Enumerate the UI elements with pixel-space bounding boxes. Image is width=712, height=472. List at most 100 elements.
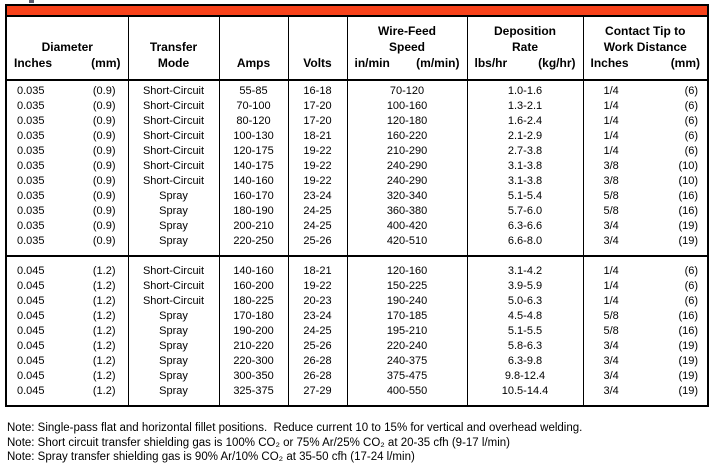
cell-contact-tip-distance: 3/4 (19): [582, 234, 709, 256]
tip-mm-value: (19): [678, 370, 699, 382]
cell-deposition-rate: 1.0-1.6: [466, 80, 584, 99]
cell-amps: 160-170: [218, 189, 289, 204]
cell-volts: 25-26: [287, 339, 348, 354]
table-header-row: Diameter Inches (mm) Transfer Mode Amps …: [5, 16, 709, 81]
cell-wire-feed-speed: 100-160: [346, 99, 468, 114]
diameter-inches-value: 0.035: [17, 220, 45, 232]
col-header-wire-feed-speed: Wire-Feed Speed in/min (m/min): [346, 16, 468, 81]
diameter-mm-value: (1.2): [92, 385, 116, 397]
table-row: 0.045 (1.2) Spray 190-200 24-25 195-210 5.1-5.…: [5, 324, 709, 339]
cell-contact-tip-distance: 3/4 (19): [582, 219, 709, 234]
cell-deposition-rate: 6.3-9.8: [466, 354, 584, 369]
diameter-inches-value: 0.035: [17, 175, 45, 187]
cell-amps: 220-300: [218, 354, 289, 369]
col-header-amps: Amps: [218, 16, 289, 81]
diameter-inches-value: 0.045: [17, 355, 45, 367]
cell-transfer-mode: Short-Circuit: [127, 129, 220, 144]
deposition-unit-kghr: (kg/hr): [538, 56, 576, 70]
cell-diameter: 0.045 (1.2): [5, 354, 129, 369]
cell-contact-tip-distance: 5/8 (16): [582, 204, 709, 219]
tip-inches-value: 5/8: [603, 310, 619, 322]
diameter-mm-value: (1.2): [92, 370, 116, 382]
diameter-mm-value: (0.9): [92, 160, 116, 172]
cell-contact-tip-distance: 3/4 (19): [582, 354, 709, 369]
diameter-mm-value: (1.2): [92, 265, 116, 277]
tip-inches-value: 1/4: [603, 100, 619, 112]
cell-volts: 17-20: [287, 99, 348, 114]
cell-transfer-mode: Spray: [127, 324, 220, 339]
cell-amps: 210-220: [218, 339, 289, 354]
cell-volts: 27-29: [287, 384, 348, 406]
cell-wire-feed-speed: 240-375: [346, 354, 468, 369]
diameter-inches-value: 0.045: [17, 340, 45, 352]
cell-diameter: 0.045 (1.2): [5, 324, 129, 339]
diameter-inches-value: 0.035: [17, 115, 45, 127]
cell-diameter: 0.035 (0.9): [5, 219, 129, 234]
diameter-mm-value: (0.9): [92, 220, 116, 232]
table-row: 0.035 (0.9) Spray 180-190 24-25 360-380 5.7-6.…: [5, 204, 709, 219]
diameter-mm-value: (0.9): [92, 130, 116, 142]
tip-inches-value: 3/4: [603, 355, 619, 367]
table-row: 0.045 (1.2) Short-Circuit 140-160 18-21 120-1…: [5, 256, 709, 279]
cell-transfer-mode: Short-Circuit: [127, 99, 220, 114]
cell-contact-tip-distance: 3/8 (10): [582, 174, 709, 189]
diameter-inches-value: 0.035: [17, 235, 45, 247]
note-line: Note: Single-pass flat and horizontal fi…: [7, 422, 583, 434]
diameter-mm-value: (0.9): [92, 85, 116, 97]
cell-amps: 100-130: [218, 129, 289, 144]
banner-row: [5, 5, 709, 17]
cell-wire-feed-speed: 420-510: [346, 234, 468, 256]
table-row: 0.035 (0.9) Short-Circuit 140-175 19-22 240-2…: [5, 159, 709, 174]
cell-contact-tip-distance: 3/4 (19): [582, 369, 709, 384]
tip-mm-value: (6): [684, 100, 699, 112]
diameter-mm-value: (1.2): [92, 310, 116, 322]
cell-transfer-mode: Spray: [127, 189, 220, 204]
table-row: 0.035 (0.9) Spray 220-250 25-26 420-510 6.6-8.…: [5, 234, 709, 256]
diameter-inches-value: 0.035: [17, 130, 45, 142]
table-row: 0.035 (0.9) Spray 200-210 24-25 400-420 6.3-6.…: [5, 219, 709, 234]
tip-inches-value: 3/4: [603, 220, 619, 232]
tip-inches-value: 1/4: [603, 145, 619, 157]
tip-inches-value: 3/8: [603, 160, 619, 172]
cell-contact-tip-distance: 1/4 (6): [582, 129, 709, 144]
diameter-inches-value: 0.045: [17, 280, 45, 292]
col-header-transfer-mode: Transfer Mode: [127, 16, 220, 81]
cell-amps: 140-160: [218, 256, 289, 279]
tip-mm-value: (6): [684, 145, 699, 157]
table-row: 0.045 (1.2) Spray 170-180 23-24 170-185 4.5-4.…: [5, 309, 709, 324]
cell-volts: 18-21: [287, 129, 348, 144]
diameter-mm-value: (1.2): [92, 340, 116, 352]
diameter-inches-value: 0.045: [17, 325, 45, 337]
cell-wire-feed-speed: 170-185: [346, 309, 468, 324]
cell-amps: 120-175: [218, 144, 289, 159]
cell-amps: 180-190: [218, 204, 289, 219]
tip-inches-value: 3/4: [603, 385, 619, 397]
cell-diameter: 0.045 (1.2): [5, 279, 129, 294]
cell-volts: 26-28: [287, 354, 348, 369]
tip-mm-value: (6): [684, 295, 699, 307]
note-line: Note: Short circuit transfer shielding g…: [7, 436, 511, 449]
tip-inches-value: 3/4: [603, 340, 619, 352]
cell-amps: 325-375: [218, 384, 289, 406]
deposition-unit-lbshr: lbs/hr: [474, 56, 508, 70]
tip-mm-value: (6): [684, 115, 699, 127]
col-header-diameter: Diameter Inches (mm): [5, 16, 129, 81]
cell-deposition-rate: 6.3-6.6: [466, 219, 584, 234]
cell-transfer-mode: Short-Circuit: [127, 256, 220, 279]
tip-mm-value: (16): [678, 190, 699, 202]
diameter-mm-value: (1.2): [92, 295, 116, 307]
diameter-mm-value: (1.2): [92, 280, 116, 292]
diameter-mm-value: (0.9): [92, 235, 116, 247]
cell-diameter: 0.035 (0.9): [5, 129, 129, 144]
table-row: 0.045 (1.2) Short-Circuit 160-200 19-22 150-2…: [5, 279, 709, 294]
cell-diameter: 0.035 (0.9): [5, 189, 129, 204]
cell-deposition-rate: 3.1-3.8: [466, 159, 584, 174]
cell-transfer-mode: Spray: [127, 234, 220, 256]
cell-volts: 19-22: [287, 174, 348, 189]
tip-inches-value: 3/4: [603, 370, 619, 382]
cell-diameter: 0.045 (1.2): [5, 384, 129, 406]
tip-inches-value: 5/8: [603, 325, 619, 337]
cell-amps: 170-180: [218, 309, 289, 324]
cell-contact-tip-distance: 1/4 (6): [582, 294, 709, 309]
cell-amps: 180-225: [218, 294, 289, 309]
